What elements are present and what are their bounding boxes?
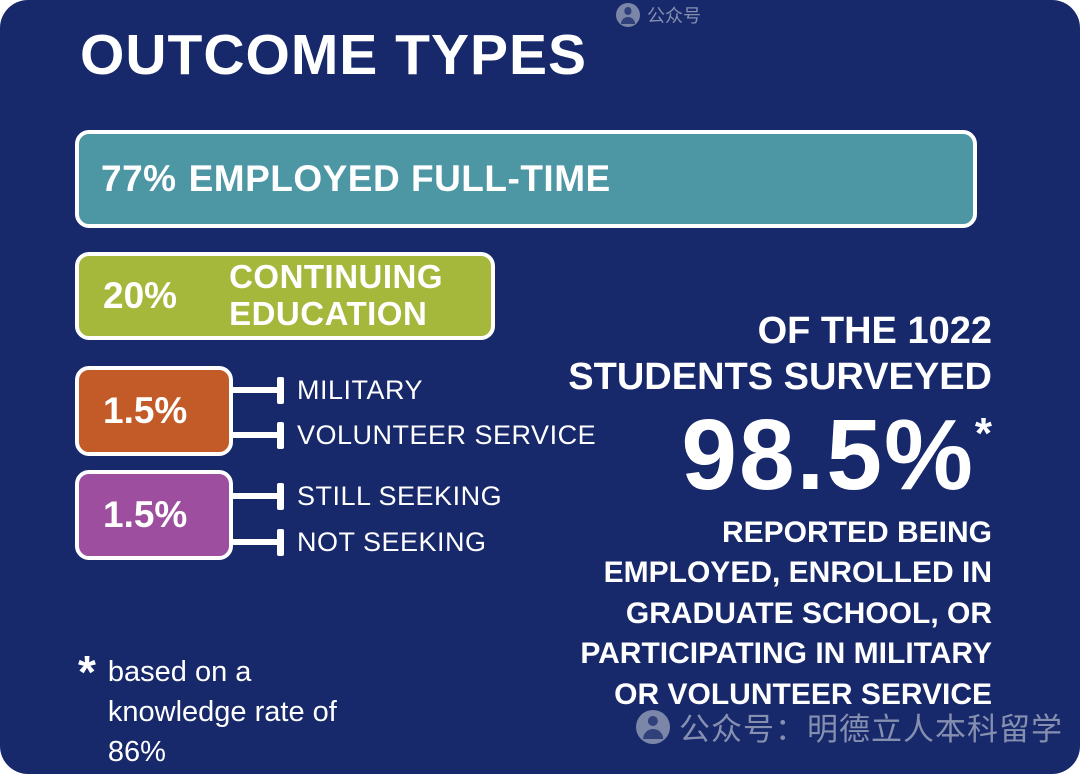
callout-not-seeking: NOT SEEKING [229,526,487,557]
callout-military-label: MILITARY [297,374,424,405]
stat-description: REPORTED BEING EMPLOYED, ENROLLED IN GRA… [522,513,992,716]
stat-value-asterisk: * [974,409,992,459]
callout-connector-line [229,493,277,499]
footnote: * based on a knowledge rate of 86% [78,646,337,772]
bar-seeking-percent: 1.5% [103,494,188,535]
bar-continuing-label: CONTINUING EDUCATION [229,258,444,332]
footnote-line: knowledge rate of [107,696,337,729]
callout-connector-line [229,432,277,438]
footnote-asterisk: * [78,646,96,698]
footnote-line: based on a [107,656,252,688]
page-title: OUTCOME TYPES [80,23,588,87]
bar-employed-text: 77% EMPLOYED FULL-TIME [101,158,611,200]
stat-intro-line-2: STUDENTS SURVEYED [568,356,992,399]
bar-continuing-education: 20% CONTINUING EDUCATION [75,252,495,340]
stat-description-line: REPORTED BEING [721,515,992,549]
callout-still-seeking: STILL SEEKING [229,480,503,511]
callout-connector-cap [277,421,284,449]
callout-connector-cap [277,376,284,404]
bar-military-volunteer: 1.5% [75,366,233,456]
footnote-line: 86% [107,736,166,769]
stat-value-number: 98.5% [681,398,975,511]
bar-continuing-percent: 20% [103,275,178,316]
callout-connector-cap [277,482,284,510]
callout-connector-line [229,539,277,545]
watermark-top: 公众号 [616,2,701,28]
callout-still-seeking-label: STILL SEEKING [297,480,503,511]
callout-not-seeking-label: NOT SEEKING [297,526,487,557]
footnote-text: based on a knowledge rate of 86% [108,652,337,772]
bar-employed-label: EMPLOYED FULL-TIME [188,158,611,199]
stat-block: OF THE 1022 STUDENTS SURVEYED 98.5%* REP… [522,308,992,715]
watermark-top-text: 公众号 [647,6,701,26]
stat-intro-line-1: OF THE 1022 [757,310,992,352]
callout-connector-line [229,387,277,393]
callout-volunteer-label: VOLUNTEER SERVICE [297,419,597,450]
callout-connector-cap [277,528,284,556]
stat-description-line: PARTICIPATING IN MILITARY [580,637,992,671]
stat-value: 98.5%* [522,403,992,507]
bar-military-percent: 1.5% [103,390,188,431]
callout-military: MILITARY [229,374,424,405]
stat-description-line: OR VOLUNTEER SERVICE [614,677,992,711]
callout-volunteer-service: VOLUNTEER SERVICE [229,419,597,450]
bar-seeking: 1.5% [75,470,233,560]
stat-description-line: GRADUATE SCHOOL, OR [625,596,992,630]
bar-employed-percent: 77% [101,158,177,199]
bar-employed-full-time: 77% EMPLOYED FULL-TIME [75,130,977,228]
wechat-official-account-icon [616,3,640,27]
stat-description-line: EMPLOYED, ENROLLED IN [603,556,992,590]
